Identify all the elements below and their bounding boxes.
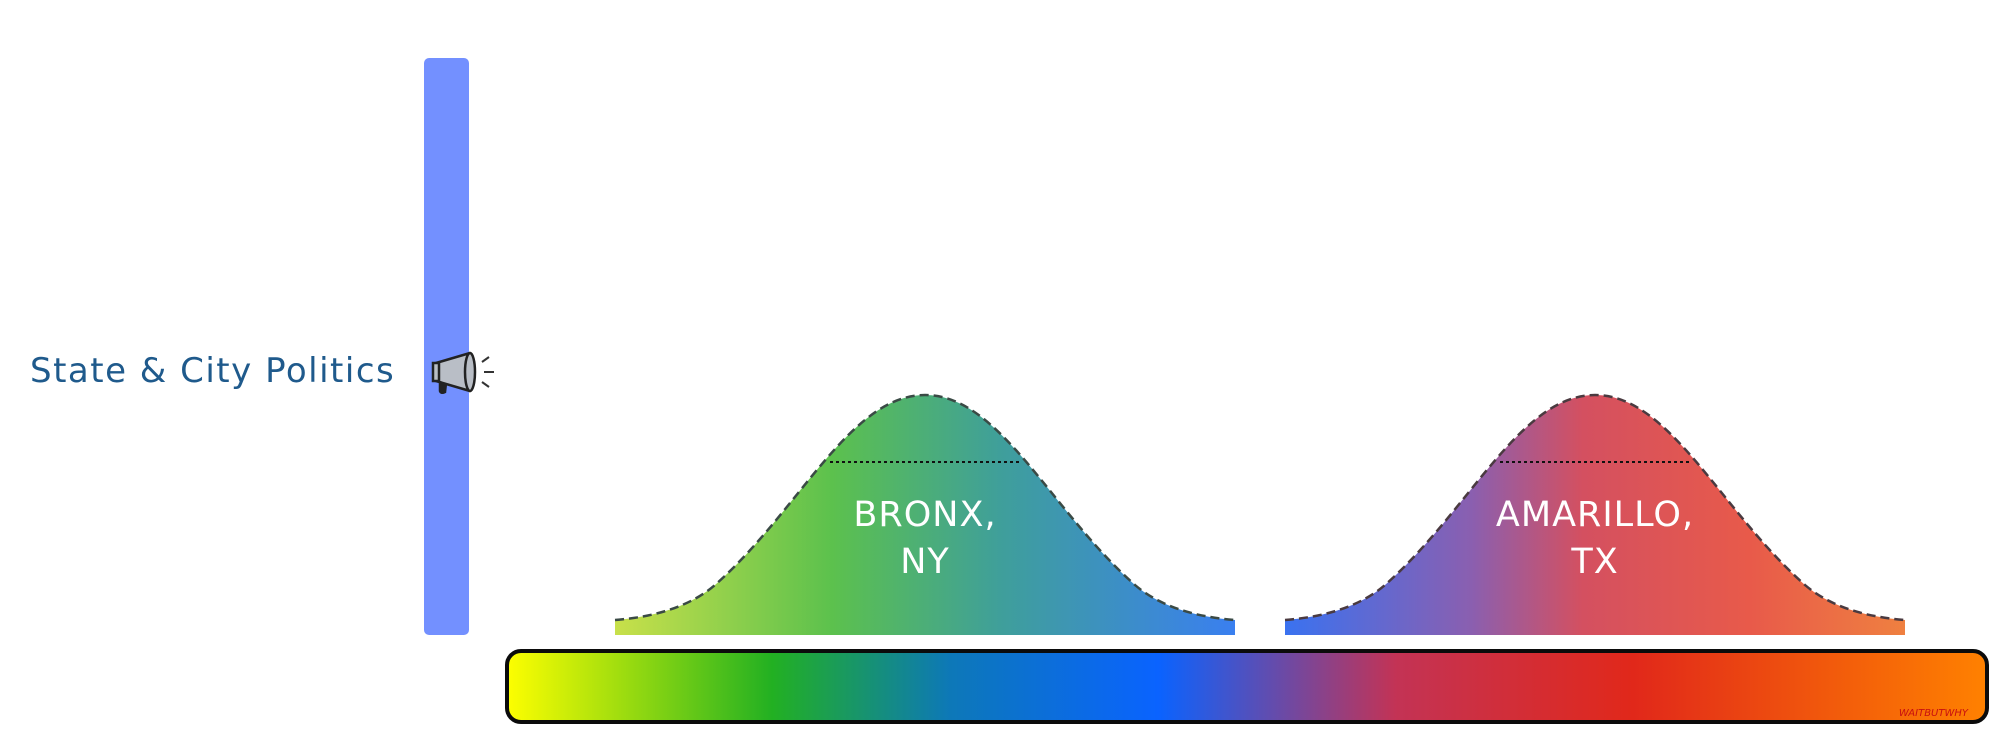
amarillo-label-line2: TX: [1570, 542, 1618, 582]
bronx-distribution-curve: [614, 393, 1236, 635]
amarillo-label-line1: AMARILLO,: [1496, 495, 1694, 535]
amarillo-distribution-curve: [1284, 393, 1906, 635]
political-spectrum-bar: [505, 649, 1989, 724]
bronx-label-line2: NY: [900, 542, 950, 582]
vertical-bar: [424, 58, 469, 635]
bronx-label-line1: BRONX,: [853, 495, 996, 535]
state-city-politics-label: State & City Politics: [30, 351, 395, 391]
megaphone-icon: [431, 351, 494, 395]
watermark-text: WAITBUTWHY: [1899, 708, 1969, 719]
